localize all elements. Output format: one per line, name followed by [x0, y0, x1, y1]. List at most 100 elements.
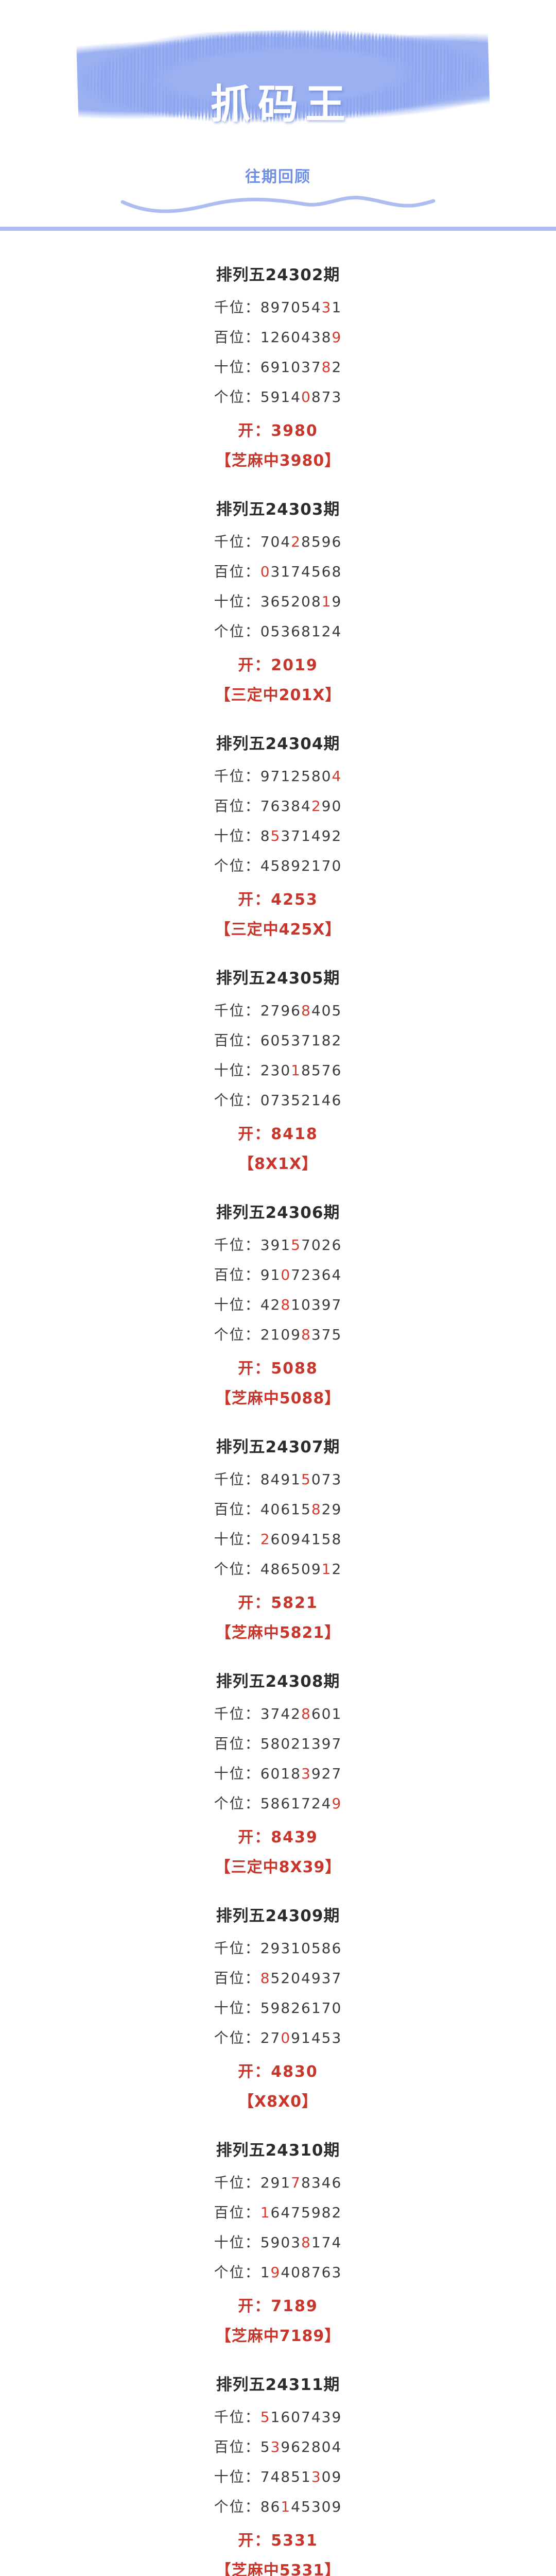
position-label: 千位：	[214, 2174, 260, 2191]
digit: 6	[270, 593, 281, 610]
hit-digit: 1	[260, 2204, 271, 2221]
draw-block: 排列五24308期 千位：37428601 百位：58021397 十位：601839…	[0, 1655, 556, 1889]
digit: 1	[291, 1296, 301, 1313]
review-section-heading: 往期回顾	[0, 155, 556, 216]
hit-digit: 5	[260, 2409, 271, 2426]
open-result: 开：8439	[238, 1828, 318, 1846]
position-label: 千位：	[214, 299, 260, 316]
hit-digit: 3	[311, 2468, 322, 2485]
digit: 5	[311, 1940, 322, 1957]
digit: 9	[270, 2234, 281, 2251]
digit-sequence: 59140873	[260, 388, 342, 405]
digit: 5	[270, 1970, 281, 1987]
digit: 9	[311, 1765, 322, 1782]
draw-block: 排列五24304期 千位：97125804 百位：76384290 十位：853714…	[0, 717, 556, 952]
digit: 9	[321, 1296, 332, 1313]
digit: 7	[301, 1795, 311, 1812]
position-label: 个位：	[214, 388, 260, 405]
digit: 2	[301, 857, 311, 874]
position-label: 个位：	[214, 1092, 260, 1109]
digit: 2	[301, 1092, 311, 1109]
digit: 0	[332, 1999, 342, 2016]
digit: 5	[311, 1062, 322, 1079]
digit: 1	[291, 1471, 301, 1488]
digit-sequence: 37428601	[260, 1705, 342, 1722]
digit: 7	[270, 768, 281, 785]
hit-digit: 8	[321, 359, 332, 376]
digit: 2	[291, 593, 301, 610]
digit-sequence: 48650912	[260, 1561, 342, 1578]
hit-digit: 8	[260, 1970, 271, 1987]
digit: 9	[311, 2204, 322, 2221]
digit: 9	[291, 2029, 301, 2046]
digit: 4	[311, 299, 322, 316]
digit-sequence: 60183927	[260, 1765, 342, 1782]
digit: 3	[291, 2234, 301, 2251]
digit-sequence: 59038174	[260, 2234, 342, 2251]
row-thousands: 千位：84915073	[0, 1468, 556, 1489]
draw-period-title: 排列五24303期	[216, 500, 340, 519]
digit: 8	[321, 1032, 332, 1049]
digit: 5	[301, 2498, 311, 2515]
digit: 5	[291, 1092, 301, 1109]
digit: 3	[281, 1092, 291, 1109]
digit: 1	[311, 1092, 322, 1109]
hit-digit: 8	[281, 1296, 291, 1313]
position-label: 十位：	[214, 1765, 260, 1782]
digit: 9	[281, 1471, 291, 1488]
digit-sequence: 51607439	[260, 2409, 342, 2426]
digit: 6	[291, 623, 301, 640]
digit: 6	[281, 1501, 291, 1518]
digit: 2	[321, 1501, 332, 1518]
digit: 0	[321, 2468, 332, 2485]
draw-period-title: 排列五24306期	[216, 1204, 340, 1222]
digit: 1	[311, 623, 322, 640]
digit: 6	[291, 2438, 301, 2455]
digit: 4	[301, 1531, 311, 1548]
digit: 7	[301, 1032, 311, 1049]
digit: 6	[301, 1999, 311, 2016]
digit-sequence: 03174568	[260, 563, 342, 580]
row-thousands: 千位：37428601	[0, 1703, 556, 1723]
digit: 0	[281, 2234, 291, 2251]
draw-block: 排列五24303期 千位：70428596 百位：03174568 十位：365208…	[0, 483, 556, 717]
digit: 5	[291, 2468, 301, 2485]
digit: 5	[260, 1795, 271, 1812]
digit: 7	[260, 533, 271, 550]
digit-sequence: 74851309	[260, 2468, 342, 2485]
digit: 1	[291, 1795, 301, 1812]
digit: 4	[281, 2204, 291, 2221]
digit: 4	[281, 1705, 291, 1722]
digit: 1	[311, 1032, 322, 1049]
row-thousands: 千位：29310586	[0, 1937, 556, 1958]
hit-digit: 8	[301, 2234, 311, 2251]
digit: 2	[260, 2174, 271, 2191]
draw-block: 排列五24311期 千位：51607439 百位：53962804 十位：748513…	[0, 2358, 556, 2576]
row-tens: 十位：23018576	[0, 1059, 556, 1080]
digit: 9	[311, 1970, 322, 1987]
digit: 2	[332, 1032, 342, 1049]
digit: 6	[281, 2409, 291, 2426]
digit: 1	[281, 388, 291, 405]
digit: 6	[270, 798, 281, 815]
digit: 5	[260, 1735, 271, 1752]
digit-sequence: 36520819	[260, 593, 342, 610]
digit: 3	[281, 827, 291, 844]
digit: 8	[291, 1765, 301, 1782]
digit: 9	[270, 359, 281, 376]
digit: 1	[270, 2409, 281, 2426]
hit-digit: 5	[301, 1471, 311, 1488]
row-hundreds: 百位：16475982	[0, 2201, 556, 2222]
hit-digit: 0	[281, 2029, 291, 2046]
position-label: 百位：	[214, 1501, 260, 1518]
position-label: 千位：	[214, 1002, 260, 1019]
digit: 6	[270, 1531, 281, 1548]
digit: 0	[291, 329, 301, 346]
digit: 6	[332, 533, 342, 550]
digit: 3	[311, 1326, 322, 1343]
digit: 8	[311, 593, 322, 610]
row-tens: 十位：42810397	[0, 1294, 556, 1314]
digit: 8	[260, 2498, 271, 2515]
digit: 3	[311, 2174, 322, 2191]
digit: 7	[311, 359, 322, 376]
